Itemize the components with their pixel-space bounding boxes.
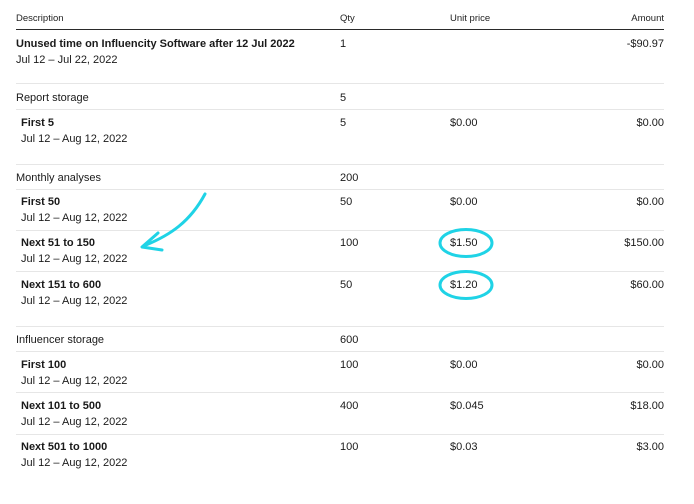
header-qty: Qty <box>340 13 355 24</box>
tier-qty: 50 <box>340 196 353 208</box>
tier-subtitle: Jul 12 – Aug 12, 2022 <box>21 253 128 265</box>
tier-subtitle: Jul 12 – Aug 12, 2022 <box>21 457 128 469</box>
tier-title: First 5 <box>21 117 55 129</box>
group-qty: 5 <box>340 92 347 104</box>
tier-qty: 400 <box>340 400 359 412</box>
tier-title: First 50 <box>21 196 61 208</box>
tier-unit-price: $1.20 <box>450 279 478 291</box>
group-qty: 600 <box>340 334 359 346</box>
tier-subtitle: Jul 12 – Aug 12, 2022 <box>21 295 128 307</box>
tier-qty: 100 <box>340 237 359 249</box>
tier-amount: $60.00 <box>630 279 664 291</box>
row-title: Unused time on Influencity Software afte… <box>16 38 295 50</box>
row-divider <box>16 164 664 165</box>
tier-amount: $0.00 <box>636 117 664 129</box>
tier-amount: $18.00 <box>630 400 664 412</box>
tier-title: Next 501 to 1000 <box>21 441 108 453</box>
tier-amount: $150.00 <box>624 237 664 249</box>
tier-title: Next 51 to 150 <box>21 237 95 249</box>
tier-title: First 100 <box>21 359 67 371</box>
tier-title: Next 101 to 500 <box>21 400 102 412</box>
row-divider <box>16 351 664 352</box>
row-qty: 1 <box>340 38 347 50</box>
tier-title: Next 151 to 600 <box>21 279 102 291</box>
tier-unit-price: $0.00 <box>450 196 478 208</box>
row-divider <box>16 271 664 272</box>
tier-unit-price: $0.00 <box>450 359 478 371</box>
header-description: Description <box>16 13 64 24</box>
tier-qty: 100 <box>340 359 359 371</box>
row-amount: -$90.97 <box>626 38 664 50</box>
curved-arrow-icon <box>140 192 207 252</box>
row-divider <box>16 83 664 84</box>
tier-amount: $3.00 <box>636 441 664 453</box>
row-divider <box>16 230 664 231</box>
tier-unit-price: $1.50 <box>450 237 478 249</box>
group-title: Monthly analyses <box>16 172 101 184</box>
tier-unit-price: $0.03 <box>450 441 478 453</box>
tier-amount: $0.00 <box>636 196 664 208</box>
header-amount: Amount <box>631 13 664 24</box>
row-divider <box>16 392 664 393</box>
row-divider <box>16 326 664 327</box>
row-divider <box>16 434 664 435</box>
tier-unit-price: $0.045 <box>450 400 484 412</box>
tier-qty: 5 <box>340 117 347 129</box>
tier-subtitle: Jul 12 – Aug 12, 2022 <box>21 212 128 224</box>
tier-qty: 50 <box>340 279 353 291</box>
tier-subtitle: Jul 12 – Aug 12, 2022 <box>21 375 128 387</box>
group-title: Influencer storage <box>16 334 105 346</box>
row-subtitle: Jul 12 – Jul 22, 2022 <box>16 54 118 66</box>
tier-amount: $0.00 <box>636 359 664 371</box>
tier-qty: 100 <box>340 441 359 453</box>
row-divider <box>16 109 664 110</box>
group-qty: 200 <box>340 172 359 184</box>
header-unit-price: Unit price <box>450 13 491 24</box>
row-divider <box>16 189 664 190</box>
tier-unit-price: $0.00 <box>450 117 478 129</box>
header-divider <box>16 29 664 30</box>
tier-subtitle: Jul 12 – Aug 12, 2022 <box>21 133 128 145</box>
group-title: Report storage <box>16 92 89 104</box>
tier-subtitle: Jul 12 – Aug 12, 2022 <box>21 416 128 428</box>
